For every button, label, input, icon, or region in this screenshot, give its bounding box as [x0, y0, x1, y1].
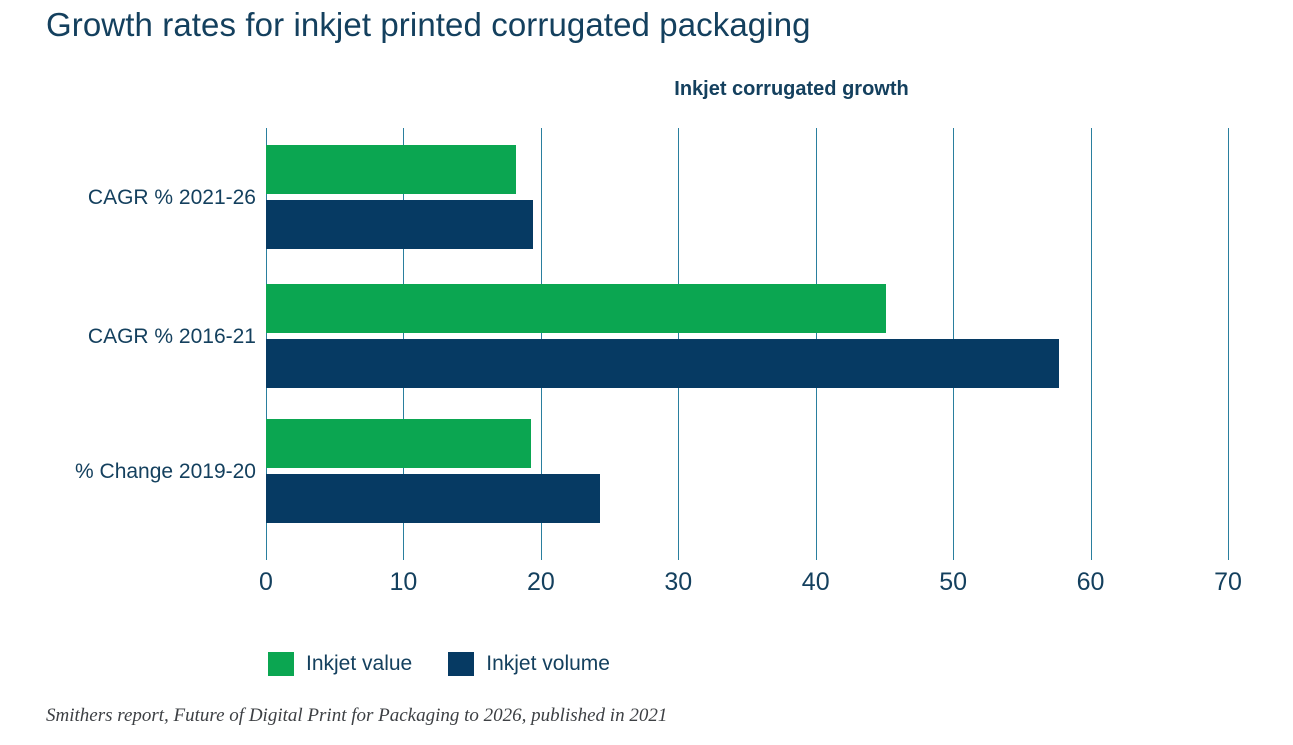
legend-item-inkjet-value[interactable]: Inkjet value: [268, 652, 412, 676]
source-caption: Smithers report, Future of Digital Print…: [46, 705, 668, 726]
category-label: CAGR % 2016-21: [87, 325, 256, 348]
gridline: [1228, 128, 1229, 560]
bar-inkjet-volume: [266, 200, 533, 249]
x-axis-tick-label: 60: [1076, 568, 1105, 596]
x-axis-tick-label: 30: [664, 568, 693, 596]
chart-legend: Inkjet value Inkjet volume: [268, 652, 610, 676]
x-axis-tick-label: 0: [259, 568, 273, 596]
legend-swatch-icon: [448, 652, 475, 676]
chart-title: Inkjet corrugated growth: [674, 78, 909, 100]
x-axis-tick-label: 70: [1214, 568, 1242, 596]
x-axis-tick-label: 10: [389, 568, 418, 596]
bar-inkjet-volume: [266, 339, 1059, 388]
gridline: [1090, 128, 1092, 560]
bar-inkjet-value: [266, 419, 532, 468]
legend-item-inkjet-volume[interactable]: Inkjet volume: [448, 652, 610, 676]
legend-label: Inkjet value: [306, 652, 413, 675]
plot-area: [266, 128, 1229, 560]
legend-swatch-icon: [268, 652, 294, 676]
category-label: CAGR % 2021-26: [87, 186, 256, 209]
page-title: Growth rates for inkjet printed corrugat…: [46, 6, 811, 43]
bar-inkjet-volume: [266, 474, 600, 523]
legend-label: Inkjet volume: [486, 652, 610, 675]
x-axis-tick-label: 40: [801, 568, 830, 596]
x-axis-tick-label: 50: [939, 568, 968, 596]
category-label: % Change 2019-20: [75, 460, 256, 483]
bar-inkjet-value: [266, 145, 517, 194]
x-axis-tick-label: 20: [526, 568, 555, 596]
bar-inkjet-value: [266, 284, 886, 333]
